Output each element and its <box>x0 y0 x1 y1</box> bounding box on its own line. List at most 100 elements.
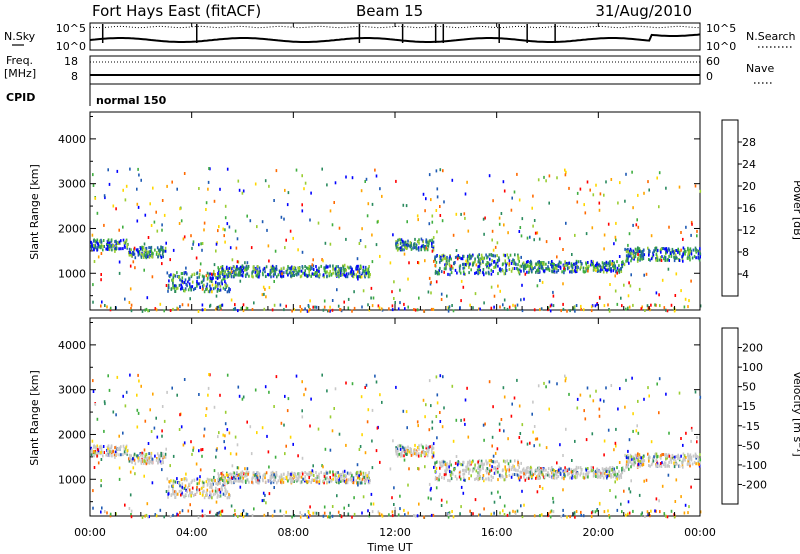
velocity-echo-cell <box>611 468 613 472</box>
velocity-echo-cell <box>673 465 676 469</box>
power-echo-cell <box>345 175 347 179</box>
velocity-echo-cell <box>288 477 291 481</box>
power-echo-cell <box>482 260 484 264</box>
power-echo-cell <box>303 273 306 277</box>
power-echo-cell <box>396 248 399 252</box>
power-echo-cell <box>462 285 465 289</box>
velocity-echo-cell <box>109 514 112 518</box>
power-echo-cell <box>624 247 626 251</box>
power-echo-cell <box>191 273 193 277</box>
power-echo-cell <box>215 280 217 284</box>
power-echo-cell <box>339 271 342 275</box>
velocity-echo-cell <box>192 494 195 498</box>
power-echo-cell <box>625 250 628 254</box>
power-echo-cell <box>201 308 204 312</box>
power-echo-cell <box>632 206 634 210</box>
power-echo-cell <box>289 229 292 233</box>
power-echo-cell <box>301 209 304 213</box>
power-echo-cell <box>456 257 459 261</box>
power-echo-cell <box>488 253 491 257</box>
power-echo-cell <box>414 308 417 312</box>
velocity-echo-cell <box>446 465 448 469</box>
velocity-echo-cell <box>450 463 452 467</box>
velocity-echo-cell <box>576 474 579 478</box>
velocity-echo-cell <box>137 456 139 460</box>
velocity-echo-cell <box>434 464 436 468</box>
power-echo-cell <box>399 288 401 292</box>
velocity-echo-cell <box>562 488 564 492</box>
power-echo-cell <box>694 248 697 252</box>
velocity-echo-cell <box>427 450 430 454</box>
velocity-echo-cell <box>136 393 138 397</box>
velocity-echo-cell <box>360 395 363 399</box>
power-echo-cell <box>472 253 474 257</box>
velocity-echo-cell <box>230 504 233 508</box>
power-echo-cell <box>603 266 606 270</box>
power-echo-cell <box>338 268 340 272</box>
power-echo-cell <box>481 255 483 259</box>
power-echo-cell <box>329 270 331 273</box>
velocity-echo-cell <box>357 481 359 485</box>
power-echo-cell <box>657 258 659 262</box>
velocity-echo-cell <box>351 478 353 482</box>
velocity-echo-cell <box>680 454 682 458</box>
power-echo-cell <box>477 260 480 264</box>
power-echo-cell <box>459 271 462 275</box>
power-echo-cell <box>547 267 550 271</box>
velocity-echo-cell <box>332 477 334 481</box>
velocity-echo-cell <box>180 425 183 429</box>
power-echo-cell <box>202 275 205 279</box>
velocity-echo-cell <box>149 456 151 460</box>
velocity-echo-cell <box>238 473 240 477</box>
power-echo-cell <box>576 268 579 272</box>
power-echo-cell <box>518 268 521 272</box>
velocity-echo-cell <box>205 414 207 417</box>
power-echo-cell <box>148 309 150 313</box>
velocity-echo-cell <box>309 474 312 478</box>
velocity-echo-cell <box>428 482 431 486</box>
velocity-echo-cell <box>460 505 462 509</box>
velocity-echo-cell <box>531 412 533 416</box>
power-colorbar-tick-label: 24 <box>742 158 756 171</box>
power-echo-cell <box>377 304 380 308</box>
power-echo-cell <box>313 272 316 276</box>
power-echo-cell <box>100 273 102 276</box>
power-echo-cell <box>545 267 547 271</box>
velocity-echo-cell <box>226 474 229 477</box>
power-echo-cell <box>306 274 309 278</box>
velocity-echo-cell <box>607 467 610 471</box>
power-echo-cell <box>653 249 655 253</box>
power-echo-cell <box>613 242 615 246</box>
power-echo-cell <box>681 255 683 259</box>
velocity-echo-cell <box>424 415 426 419</box>
velocity-echo-cell <box>562 469 565 473</box>
velocity-echo-cell <box>485 469 487 473</box>
velocity-echo-cell <box>636 424 638 428</box>
velocity-echo-cell <box>563 477 565 481</box>
power-echo-cell <box>644 309 646 312</box>
velocity-echo-cell <box>628 455 631 459</box>
velocity-echo-cell <box>150 460 153 464</box>
power-echo-cell <box>436 187 439 191</box>
velocity-echo-cell <box>541 486 544 490</box>
power-echo-cell <box>685 250 687 253</box>
power-echo-cell <box>212 272 215 276</box>
power-echo-cell <box>400 238 403 242</box>
velocity-echo-cell <box>500 418 503 421</box>
power-echo-cell <box>339 274 342 277</box>
velocity-echo-cell <box>649 455 651 459</box>
power-echo-cell <box>136 202 139 206</box>
power-echo-cell <box>164 249 167 253</box>
velocity-echo-cell <box>493 500 496 504</box>
power-echo-cell <box>275 265 278 268</box>
power-echo-cell <box>605 260 608 264</box>
velocity-echo-cell <box>364 451 367 455</box>
power-echo-cell <box>94 245 96 249</box>
power-echo-cell <box>673 255 675 259</box>
power-echo-cell <box>518 198 521 202</box>
velocity-echo-cell <box>513 465 515 469</box>
velocity-echo-cell <box>277 479 280 483</box>
velocity-echo-cell <box>224 476 226 480</box>
power-echo-cell <box>353 290 355 294</box>
power-echo-cell <box>645 272 648 276</box>
